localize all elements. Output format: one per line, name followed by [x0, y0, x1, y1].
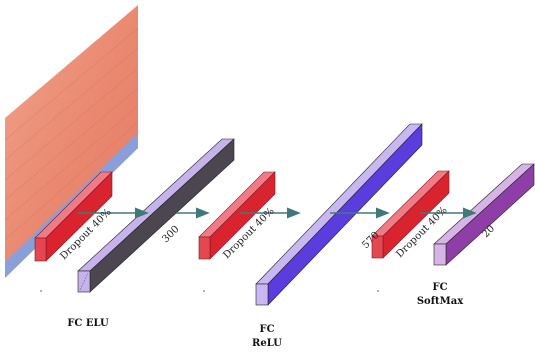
fc-layer-2-title: FC: [259, 324, 274, 335]
dropout-block-3: [371, 170, 450, 259]
fc-size-label-1: 300: [160, 224, 181, 245]
separator-dots: [40, 290, 379, 292]
fc-layer-3-subtitle: SoftMax: [417, 296, 464, 307]
fc-layer-1-block: [77, 138, 235, 293]
dropout-block-1: [34, 171, 113, 262]
fc-layer-2-subtitle: ReLU: [252, 338, 282, 349]
dropout-block-2: [198, 171, 276, 260]
fc-layer-2-block: [255, 123, 423, 306]
fc-layer-1-title: FC ELU: [67, 318, 109, 329]
fc-layer-3-block: [433, 163, 535, 266]
fc-layer-3-title: FC: [432, 282, 447, 293]
